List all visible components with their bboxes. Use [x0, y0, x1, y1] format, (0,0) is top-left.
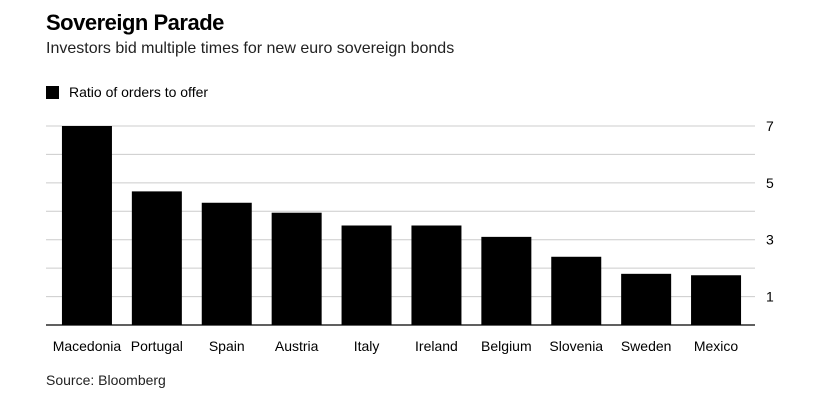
bar-sweden	[621, 273, 672, 325]
y-tick-label: 1	[766, 289, 774, 305]
bar-slovenia	[551, 256, 602, 325]
bar-mexico	[691, 275, 742, 325]
source-note: Source: Bloomberg	[46, 372, 166, 388]
x-tick-label: Slovenia	[549, 338, 603, 354]
legend-swatch	[46, 85, 59, 99]
y-tick-label: 7	[766, 118, 774, 134]
bars	[61, 126, 742, 325]
x-tick-label: Ireland	[415, 338, 458, 354]
x-tick-label: Austria	[275, 338, 319, 354]
x-tick-label: Sweden	[621, 338, 672, 354]
bar-austria	[271, 212, 322, 325]
y-tick-label: 5	[766, 175, 774, 191]
legend: Ratio of orders to offer	[46, 84, 208, 100]
bar-belgium	[481, 236, 532, 325]
x-tick-label: Spain	[209, 338, 245, 354]
bar-italy	[341, 225, 392, 325]
x-tick-label: Macedonia	[53, 338, 122, 354]
x-tick-label: Portugal	[131, 338, 183, 354]
bar-spain	[201, 202, 252, 325]
bar-portugal	[131, 191, 182, 325]
bar-macedonia	[61, 126, 112, 325]
x-tick-label: Italy	[354, 338, 380, 354]
y-axis-ticks: 1 3 5 7	[766, 118, 774, 305]
legend-label: Ratio of orders to offer	[69, 84, 209, 100]
x-tick-label: Mexico	[694, 338, 739, 354]
y-tick-label: 3	[766, 232, 774, 248]
x-axis-labels: Macedonia Portugal Spain Austria Italy Irelan…	[53, 338, 739, 354]
bar-ireland	[411, 225, 462, 325]
x-tick-label: Belgium	[481, 338, 532, 354]
chart-subtitle: Investors bid multiple times for new eur…	[46, 40, 455, 57]
chart-title: Sovereign Parade	[46, 10, 224, 35]
